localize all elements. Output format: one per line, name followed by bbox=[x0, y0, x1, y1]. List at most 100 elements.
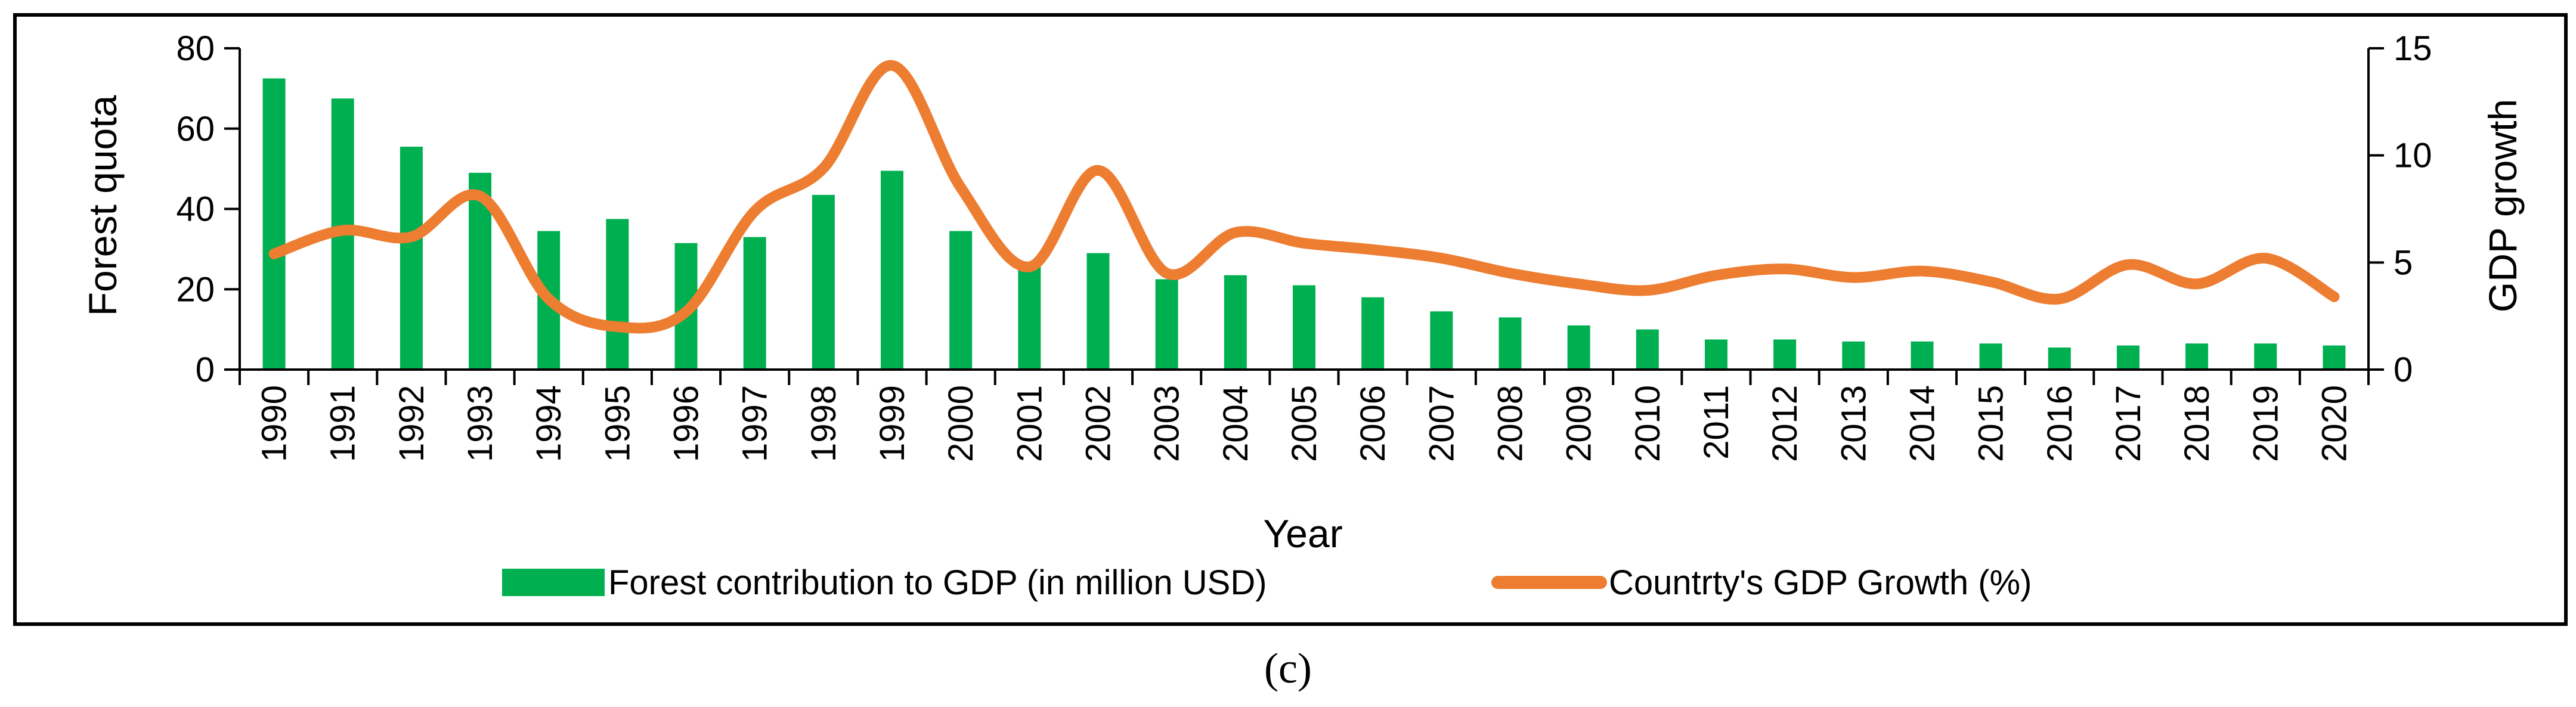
y2-axis-label: GDP growth bbox=[2481, 99, 2525, 312]
x-tick-label-2017: 2017 bbox=[2109, 385, 2148, 462]
x-tick-label-2001: 2001 bbox=[1010, 385, 1049, 462]
x-tick-label-1998: 1998 bbox=[804, 385, 843, 462]
line-point-1993 bbox=[479, 196, 481, 197]
line-point-2020 bbox=[2333, 296, 2334, 297]
x-tick-label-1995: 1995 bbox=[598, 385, 637, 462]
tick-labels: 0 20 40 60 80 0 5 10 15 1990 1991 1992 1993 1994 1995 1… bbox=[176, 29, 2432, 462]
line-point-2006 bbox=[1372, 249, 1373, 250]
line-point-1995 bbox=[617, 326, 618, 327]
y2-tick-label-10: 10 bbox=[2394, 137, 2432, 175]
line-point-2003 bbox=[1166, 272, 1168, 274]
line-point-2004 bbox=[1235, 232, 1236, 233]
x-tick-label-2002: 2002 bbox=[1079, 385, 1118, 462]
bar-2017 bbox=[2116, 345, 2140, 370]
y-tick-label-20: 20 bbox=[176, 270, 215, 309]
bar-2008 bbox=[1498, 317, 1522, 370]
bar-2004 bbox=[1224, 275, 1247, 370]
line-point-2018 bbox=[2196, 283, 2197, 284]
x-tick-label-2004: 2004 bbox=[1216, 385, 1255, 462]
line-point-2015 bbox=[1990, 281, 1992, 283]
gdp-growth-line bbox=[268, 60, 2340, 334]
bar-1990 bbox=[262, 78, 286, 370]
line-point-2010 bbox=[1647, 290, 1648, 291]
bar-2002 bbox=[1086, 253, 1110, 370]
line-point-2016 bbox=[2059, 298, 2060, 299]
x-tick-label-2000: 2000 bbox=[942, 385, 980, 462]
bar-2009 bbox=[1567, 325, 1590, 370]
line-point-2017 bbox=[2128, 264, 2129, 265]
x-tick-label-1991: 1991 bbox=[324, 385, 363, 462]
y2-tick-label-15: 15 bbox=[2394, 29, 2432, 68]
line-point-1991 bbox=[342, 230, 343, 231]
bar-2001 bbox=[1018, 265, 1041, 370]
bar-2011 bbox=[1704, 339, 1727, 370]
x-tick-label-2015: 2015 bbox=[1972, 385, 2011, 462]
x-tick-label-1993: 1993 bbox=[461, 385, 500, 462]
line-point-1992 bbox=[411, 236, 412, 237]
bar-1995 bbox=[606, 219, 629, 370]
x-tick-label-2003: 2003 bbox=[1148, 385, 1187, 462]
line-point-1994 bbox=[548, 298, 549, 299]
bar-1998 bbox=[812, 194, 835, 370]
line-point-1998 bbox=[823, 168, 824, 169]
y-tick-label-0: 0 bbox=[196, 351, 215, 389]
line-point-2007 bbox=[1441, 258, 1442, 259]
line-point-1997 bbox=[754, 210, 756, 212]
bar-2006 bbox=[1361, 297, 1385, 370]
line-point-1999 bbox=[891, 65, 893, 66]
x-tick-label-2019: 2019 bbox=[2246, 385, 2285, 462]
bar-2014 bbox=[1911, 341, 1934, 370]
y2-tick-label-0: 0 bbox=[2394, 351, 2413, 389]
line-point-2005 bbox=[1304, 243, 1305, 244]
bar-2018 bbox=[2185, 343, 2209, 370]
x-tick-label-2007: 2007 bbox=[1422, 385, 1461, 462]
x-tick-label-2010: 2010 bbox=[1628, 385, 1667, 462]
x-tick-label-2018: 2018 bbox=[2178, 385, 2216, 462]
bar-1992 bbox=[400, 147, 423, 370]
line-point-2002 bbox=[1098, 170, 1099, 171]
legend-line-label: Countrty's GDP Growth (%) bbox=[1609, 563, 2032, 602]
line-point-2009 bbox=[1578, 283, 1580, 284]
bar-1999 bbox=[881, 170, 904, 370]
line-point-1996 bbox=[686, 311, 687, 312]
x-tick-label-2020: 2020 bbox=[2315, 385, 2354, 462]
line-point-2008 bbox=[1509, 272, 1510, 274]
line-point-2011 bbox=[1716, 275, 1717, 276]
line-point-2014 bbox=[1921, 271, 1922, 272]
x-tick-label-2012: 2012 bbox=[1766, 385, 1804, 462]
y-tick-label-40: 40 bbox=[176, 190, 215, 229]
bar-2016 bbox=[2048, 347, 2071, 370]
bar-2013 bbox=[1842, 341, 1865, 370]
bar-2005 bbox=[1293, 285, 1315, 370]
y2-tick-label-5: 5 bbox=[2394, 243, 2413, 282]
bar-2007 bbox=[1430, 311, 1453, 370]
bar-2012 bbox=[1773, 339, 1797, 370]
line-point-1990 bbox=[274, 253, 275, 255]
bar-2003 bbox=[1155, 279, 1178, 370]
line-point-2012 bbox=[1784, 268, 1785, 269]
x-tick-label-1997: 1997 bbox=[736, 385, 775, 462]
bar-2019 bbox=[2254, 343, 2277, 370]
legend-bar-label: Forest contribution to GDP (in million U… bbox=[608, 563, 1267, 602]
y-axis-label: Forest quota bbox=[80, 95, 125, 316]
x-tick-label-2009: 2009 bbox=[1560, 385, 1599, 462]
x-tick-label-2005: 2005 bbox=[1285, 385, 1324, 462]
x-tick-label-2016: 2016 bbox=[2041, 385, 2079, 462]
y-tick-label-60: 60 bbox=[176, 110, 215, 148]
line-point-2013 bbox=[1853, 277, 1854, 278]
bar-2020 bbox=[2323, 345, 2346, 370]
legend: Forest contribution to GDP (in million U… bbox=[502, 563, 2032, 602]
x-tick-label-1990: 1990 bbox=[255, 385, 294, 462]
x-tick-label-1999: 1999 bbox=[873, 385, 912, 462]
x-axis-label: Year bbox=[1263, 511, 1342, 556]
x-tick-label-1996: 1996 bbox=[667, 385, 706, 462]
line-point-2000 bbox=[960, 187, 961, 188]
axes bbox=[224, 47, 2384, 385]
bar-2010 bbox=[1636, 329, 1659, 370]
x-tick-label-2014: 2014 bbox=[1903, 385, 1942, 462]
line-point-2001 bbox=[1029, 266, 1030, 268]
bar-2000 bbox=[949, 231, 973, 370]
x-tick-label-2008: 2008 bbox=[1491, 385, 1530, 462]
chart-frame bbox=[13, 13, 2568, 626]
